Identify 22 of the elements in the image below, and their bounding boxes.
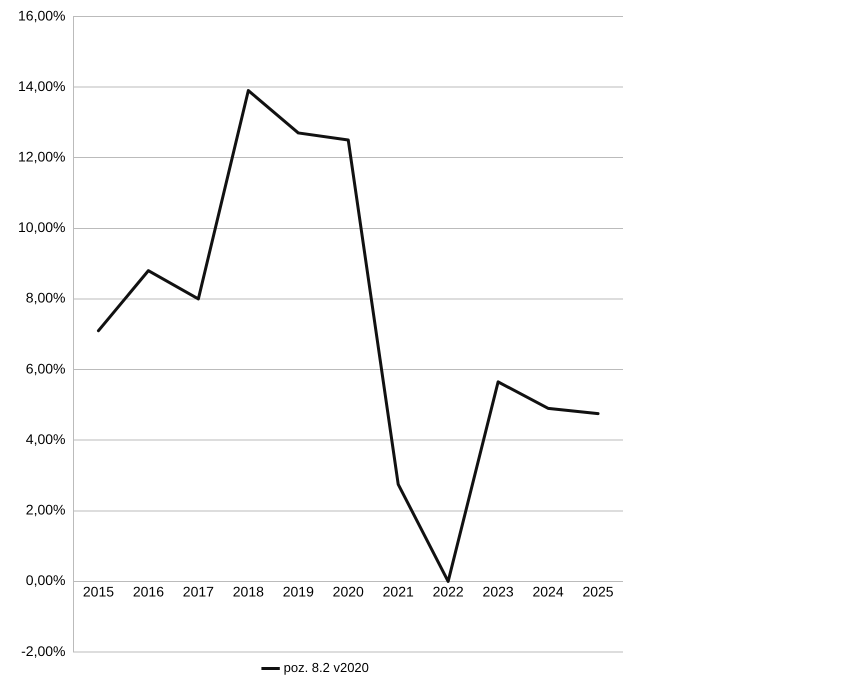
x-tick-label: 2024 [532,584,564,600]
y-tick-label: 10,00% [18,219,66,236]
x-tick-label: 2022 [432,584,464,600]
y-tick-label: 12,00% [18,148,66,165]
y-tick-label: 4,00% [26,430,66,447]
y-tick-label: 16,00% [18,7,66,24]
x-tick-label: 2020 [332,584,364,600]
x-tick-label: 2023 [482,584,514,600]
y-tick-label: 0,00% [26,572,66,588]
x-tick-label: 2021 [382,584,414,600]
x-tick-label: 2025 [582,584,614,600]
x-tick-label: 2018 [232,584,264,600]
y-tick-label: -2,00% [21,642,66,659]
y-tick-label: 2,00% [26,502,66,518]
y-tick-label: 8,00% [26,290,66,306]
x-tick-label: 2015 [82,584,114,600]
x-tick-label: 2017 [182,584,214,600]
y-tick-label: 14,00% [18,78,66,94]
x-tick-label: 2016 [132,584,164,600]
legend-label: poz. 8.2 v2020 [284,660,369,676]
x-tick-label: 2019 [282,584,314,600]
y-tick-label: 6,00% [26,360,66,376]
